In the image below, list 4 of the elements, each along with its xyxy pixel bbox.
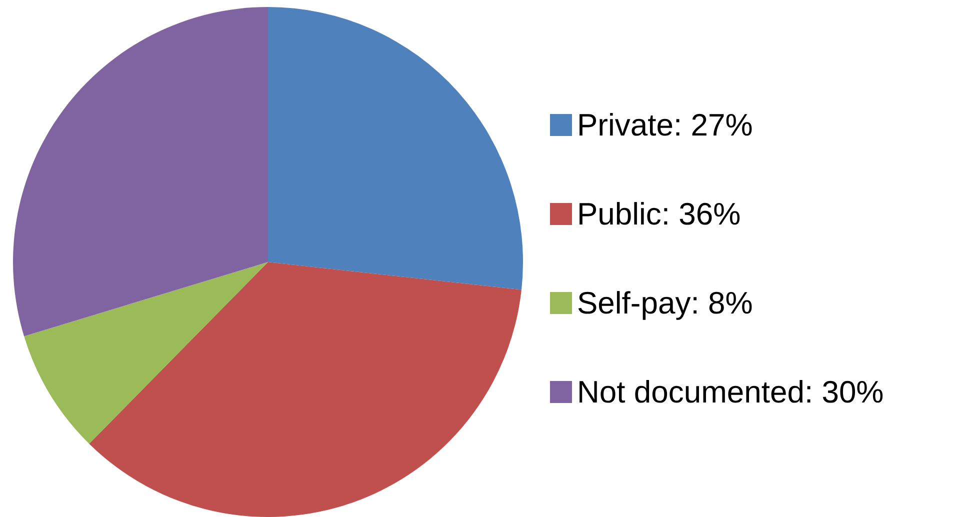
legend-label: Self-pay: 8% <box>577 286 753 320</box>
legend-label: Not documented: 30% <box>577 374 884 410</box>
legend-label: Private: 27% <box>577 108 753 142</box>
legend-label: Public: 36% <box>577 196 741 232</box>
